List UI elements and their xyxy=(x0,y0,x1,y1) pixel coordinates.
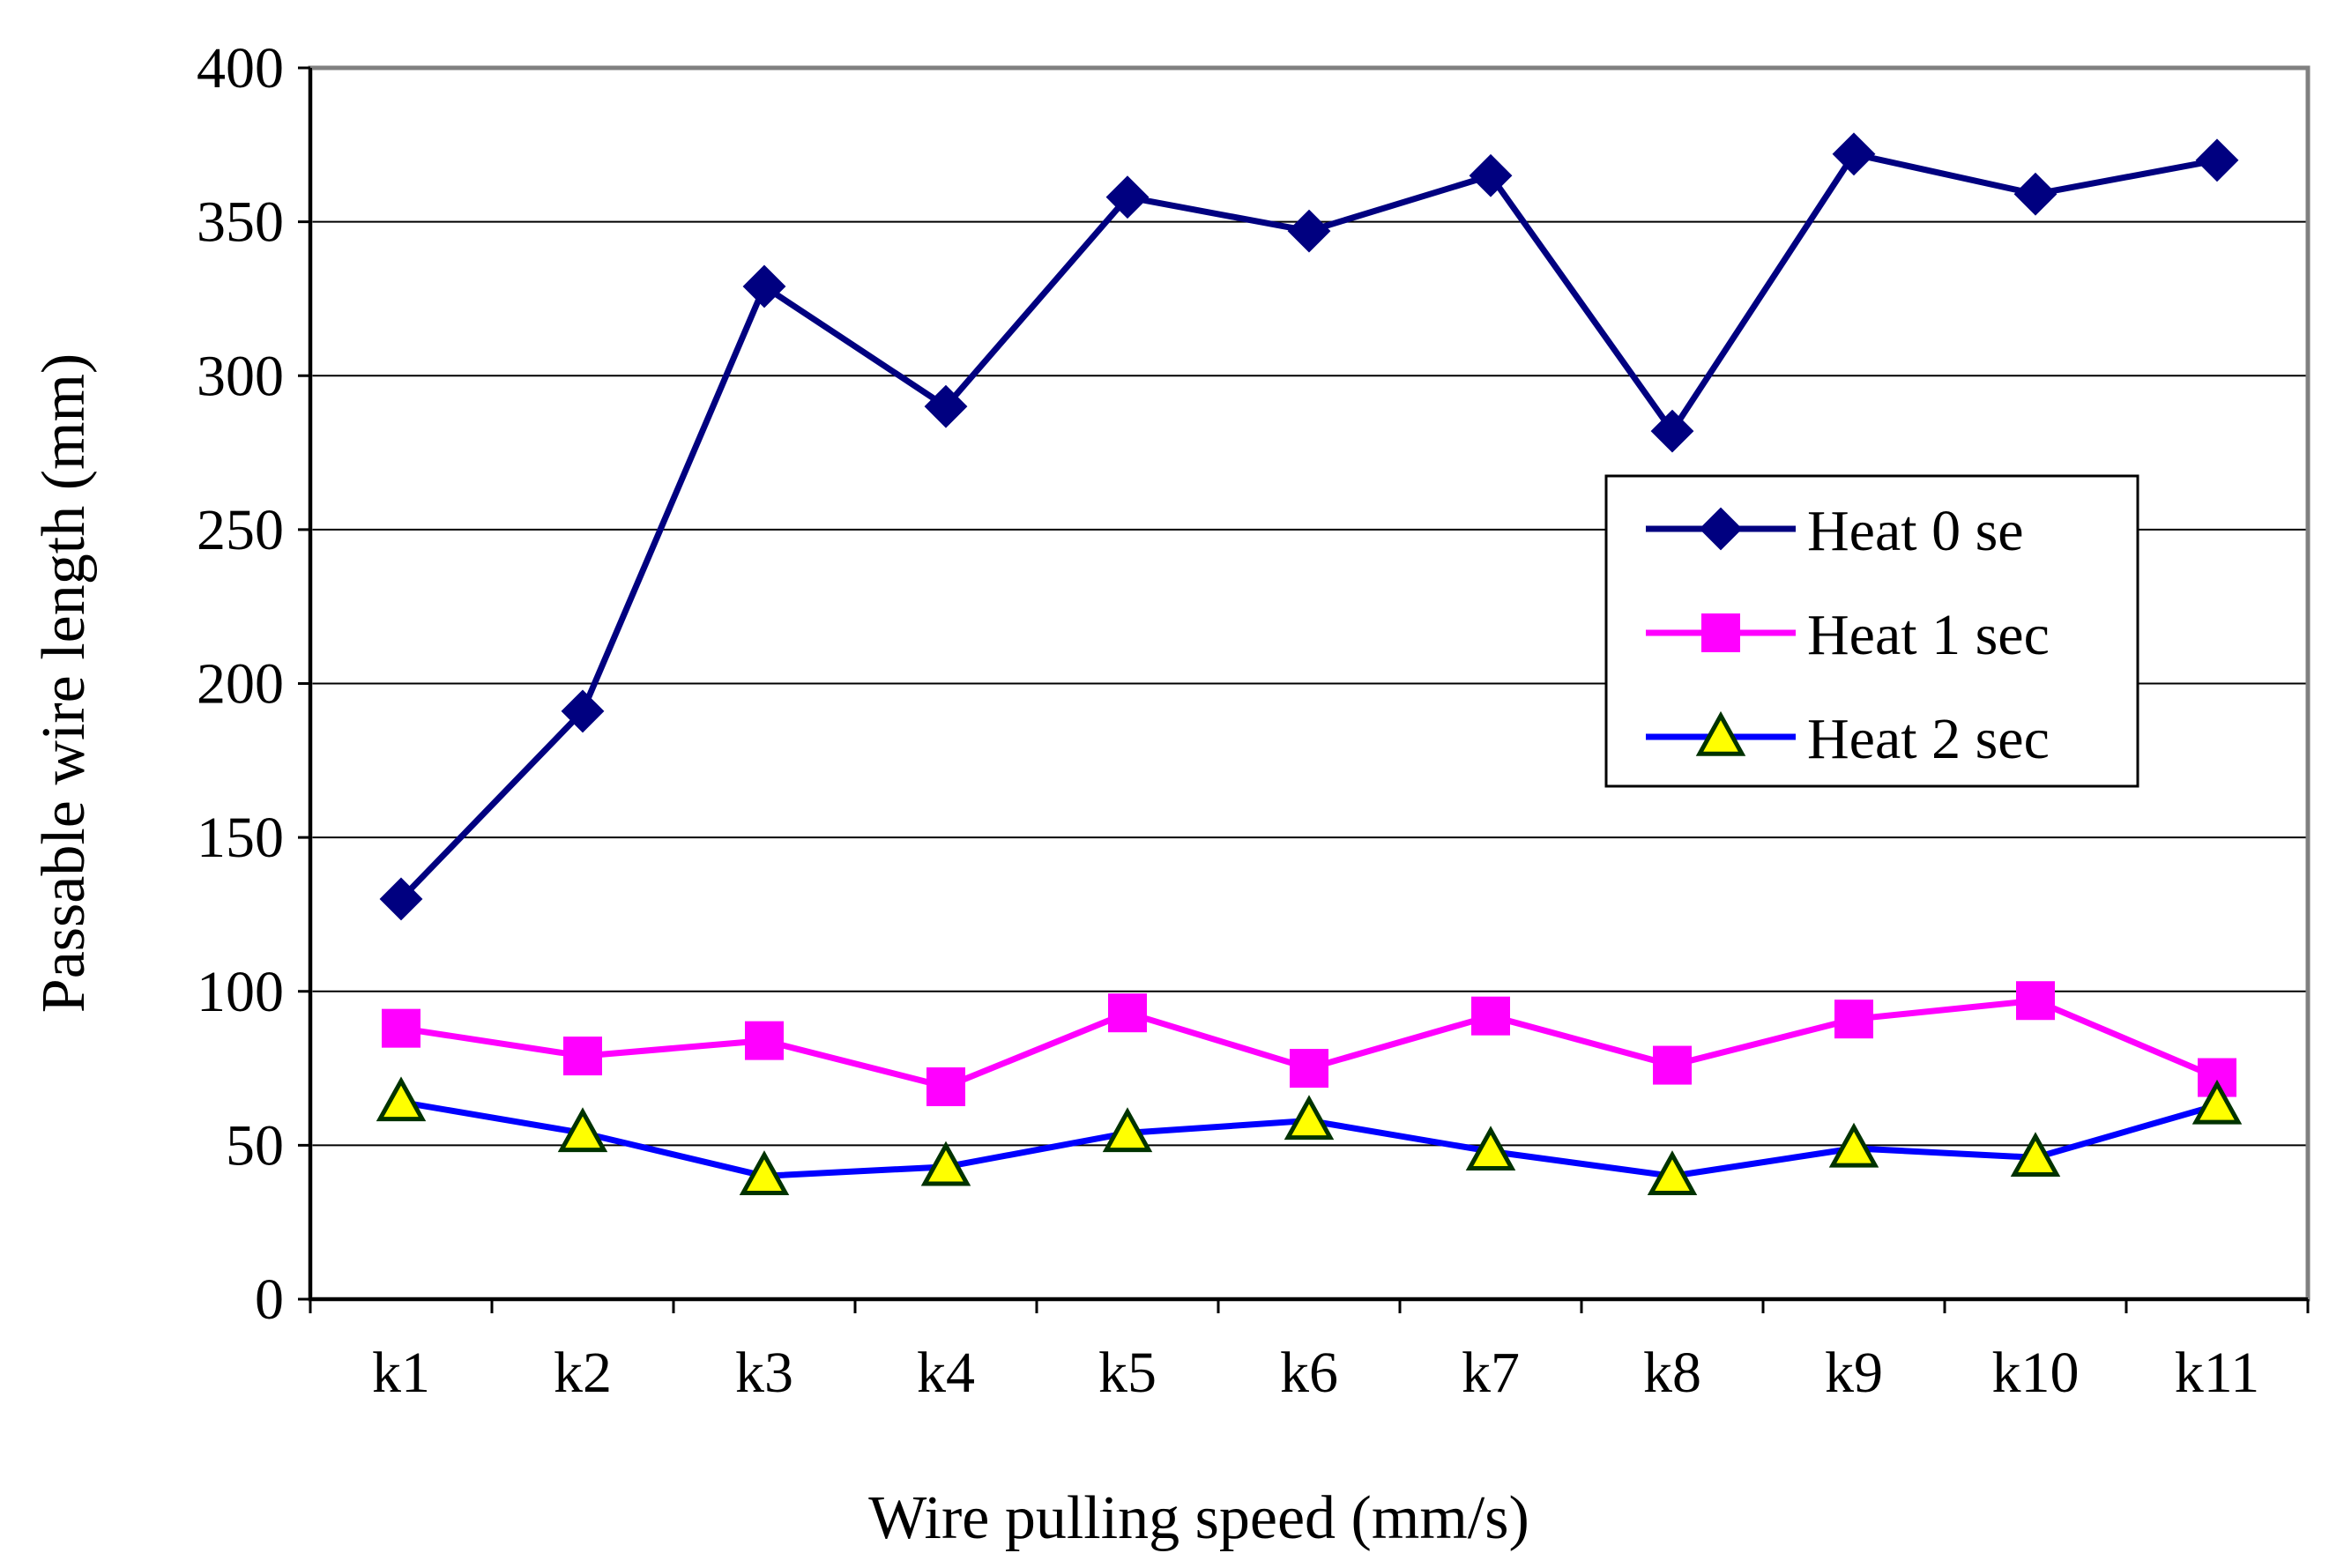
legend-label: Heat 0 se xyxy=(1807,499,2024,563)
series-3 xyxy=(376,1076,2243,1195)
data-point xyxy=(382,1008,420,1048)
data-point xyxy=(745,1021,784,1060)
data-point xyxy=(561,689,605,733)
data-point xyxy=(1108,993,1147,1033)
data-point xyxy=(376,1076,427,1122)
y-tick-label: 400 xyxy=(197,36,284,100)
legend-entry: Heat 2 sec xyxy=(1646,707,2050,771)
data-point xyxy=(1290,1049,1328,1089)
data-point xyxy=(2191,1079,2243,1125)
series xyxy=(376,132,2243,1195)
legend-marker xyxy=(1695,710,1746,756)
x-tick-label: k7 xyxy=(1462,1341,1520,1405)
x-tick-label: k10 xyxy=(1992,1341,2080,1405)
data-point xyxy=(1647,1150,1698,1195)
y-tick-label: 0 xyxy=(255,1267,284,1332)
data-point xyxy=(2016,981,2055,1021)
data-point xyxy=(1469,153,1513,197)
data-point xyxy=(1102,1107,1153,1153)
y-tick-label: 200 xyxy=(197,652,284,717)
data-point xyxy=(1828,1122,1879,1168)
y-tick-label: 100 xyxy=(197,960,284,1024)
legend-marker xyxy=(1701,613,1740,652)
data-point xyxy=(563,1037,602,1076)
y-axis-title: Passable wire length (mm) xyxy=(30,353,98,1013)
data-point xyxy=(742,264,786,308)
data-point xyxy=(1284,1095,1335,1141)
x-tick-label: k11 xyxy=(2175,1341,2260,1405)
legend-entry: Heat 0 se xyxy=(1646,499,2024,563)
x-tick-label: k4 xyxy=(917,1341,975,1405)
data-point xyxy=(739,1150,790,1195)
x-tick-label: k1 xyxy=(372,1341,430,1405)
legend-label: Heat 1 sec xyxy=(1807,603,2050,667)
y-tick-label: 150 xyxy=(197,806,284,870)
data-point xyxy=(1287,209,1331,253)
data-point xyxy=(924,384,968,428)
data-point xyxy=(1834,1000,1873,1039)
y-tick-label: 350 xyxy=(197,190,284,255)
data-point xyxy=(2010,1132,2061,1178)
y-tick-label: 250 xyxy=(197,498,284,562)
y-tick-label: 50 xyxy=(226,1113,284,1178)
y-tick-label: 300 xyxy=(197,344,284,408)
data-point xyxy=(1105,175,1150,219)
axes: 0 50 100 150 200 250 300 350 400 k1 k2 k3 k4 k5 k6 k7 k8… xyxy=(197,36,2310,1405)
x-tick-label: k9 xyxy=(1825,1341,1883,1405)
data-point xyxy=(2013,172,2058,216)
legend: Heat 0 se Heat 1 sec Heat 2 sec xyxy=(1604,474,2139,788)
x-tick-label: k3 xyxy=(735,1341,793,1405)
legend-marker xyxy=(1699,507,1743,551)
data-point xyxy=(379,877,423,921)
series-2 xyxy=(382,981,2236,1107)
data-point xyxy=(926,1067,965,1107)
data-point xyxy=(1653,1045,1692,1085)
data-point xyxy=(557,1107,608,1153)
x-tick-label: k8 xyxy=(1643,1341,1701,1405)
gridlines xyxy=(310,220,2308,1147)
legend-label: Heat 2 sec xyxy=(1807,707,2050,771)
x-tick-label: k2 xyxy=(554,1341,612,1405)
data-point xyxy=(1650,409,1694,453)
x-tick-label: k5 xyxy=(1098,1341,1157,1405)
data-point xyxy=(1832,132,1876,176)
data-point xyxy=(1471,996,1510,1036)
series-1 xyxy=(379,132,2239,921)
data-point xyxy=(920,1141,971,1186)
data-point xyxy=(1465,1126,1516,1171)
data-point xyxy=(2195,138,2239,182)
legend-entry: Heat 1 sec xyxy=(1646,603,2050,667)
x-axis-title: Wire pulling speed (mm/s) xyxy=(868,1484,1529,1552)
x-tick-label: k6 xyxy=(1280,1341,1338,1405)
